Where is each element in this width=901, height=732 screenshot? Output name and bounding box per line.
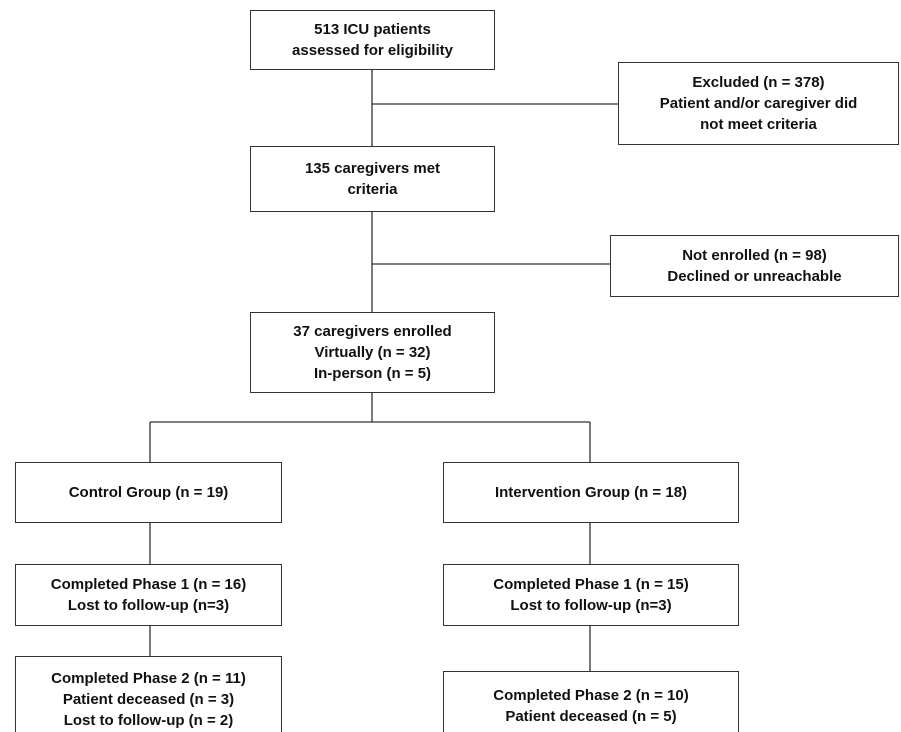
box-text: not meet criteria	[700, 116, 817, 133]
box-text: Completed Phase 2 (n = 11)	[51, 669, 246, 687]
box-text: Not enrolled (n = 98)	[682, 247, 827, 264]
box-text: assessed for eligibility	[292, 42, 453, 59]
box-text: Lost to follow-up (n = 2)	[63, 711, 234, 729]
box-text: Excluded (n = 378)	[692, 74, 825, 91]
flow-box: Not enrolled (n = 98) Declined or unreach…	[610, 235, 899, 297]
box-text: 135 caregivers met	[304, 160, 441, 177]
flow-box: Completed Phase 2 (n = 10) Patient deceas…	[443, 671, 739, 732]
flow-box: 135 caregivers met criteria	[250, 146, 495, 212]
flow-box: Control Group (n = 19)	[15, 462, 282, 523]
box-text: Completed Phase 1 (n = 16)	[50, 576, 247, 593]
box-text: 513 ICU patients	[314, 21, 431, 38]
box-text: Lost to follow-up (n=3)	[67, 597, 230, 614]
box-text: Lost to follow-up (n=3)	[510, 597, 672, 614]
flow-box: 513 ICU patients assessed for eligibility	[250, 10, 495, 70]
box-text: In-person (n = 5)	[313, 365, 432, 382]
box-text: Control Group (n = 19)	[68, 484, 229, 501]
box-text: Completed Phase 2 (n = 10)	[493, 687, 689, 704]
box-text: 37 caregivers enrolled	[293, 323, 452, 340]
flow-box: Excluded (n = 378) Patient and/or caregiv…	[618, 62, 899, 145]
flow-box: Completed Phase 1 (n = 16) Lost to follow…	[15, 564, 282, 626]
box-text: Declined or unreachable	[667, 268, 842, 285]
box-text: Virtually (n = 32)	[314, 344, 431, 361]
flow-box: Intervention Group (n = 18)	[443, 462, 739, 523]
flow-box: Completed Phase 2 (n = 11) Patient deceas…	[15, 656, 282, 732]
flow-box: 37 caregivers enrolled Virtually (n = 32)…	[250, 312, 495, 393]
box-text: Completed Phase 1 (n = 15)	[493, 576, 689, 593]
box-text: Intervention Group (n = 18)	[494, 484, 688, 501]
box-text: Patient deceased (n = 3)	[62, 690, 235, 708]
flow-box: Completed Phase 1 (n = 15) Lost to follow…	[443, 564, 739, 626]
box-text: criteria	[347, 181, 398, 198]
box-text: Patient deceased (n = 5)	[505, 708, 677, 725]
box-text: Patient and/or caregiver did	[659, 95, 858, 112]
